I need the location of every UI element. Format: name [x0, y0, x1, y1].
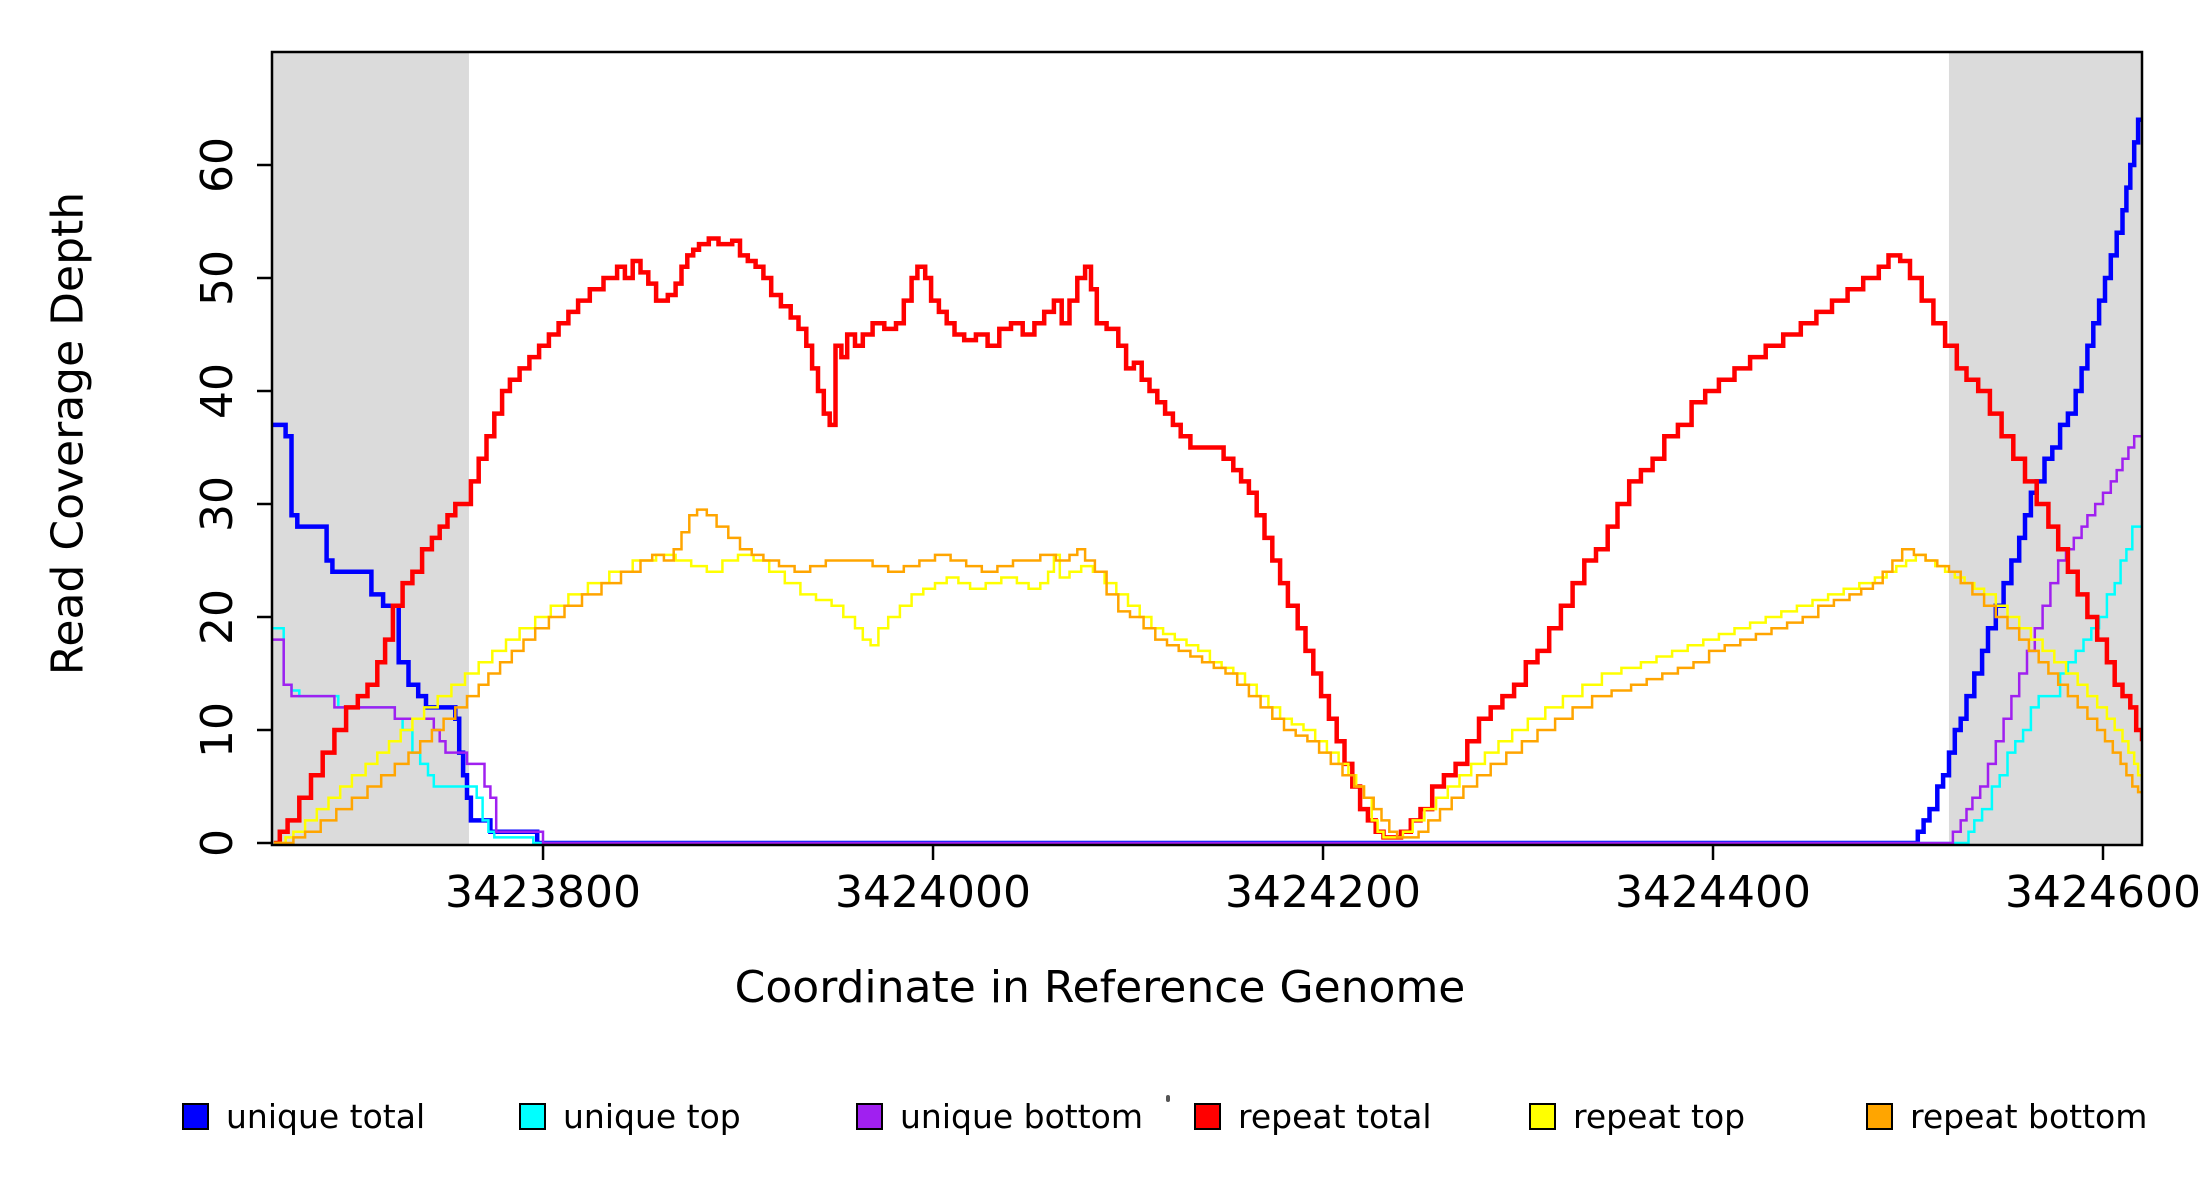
- series-repeat-top: [273, 553, 2142, 845]
- y-axis-title: Read Coverage Depth: [42, 191, 94, 676]
- legend-swatch-icon: [1194, 1102, 1221, 1130]
- legend-item-unique-top: unique top: [519, 1096, 741, 1136]
- y-axis-tick-label: 60: [192, 137, 243, 193]
- legend-label: repeat bottom: [1910, 1096, 2148, 1136]
- legend-swatch-icon: [1866, 1102, 1893, 1130]
- legend-item-repeat-bottom: repeat bottom: [1866, 1096, 2147, 1136]
- legend: unique total unique top unique bottom repea…: [0, 1096, 2200, 1140]
- legend-label: unique bottom: [900, 1096, 1144, 1136]
- x-axis-tick-label: 3424600: [2005, 867, 2200, 918]
- x-axis-title: Coordinate in Reference Genome: [734, 962, 1466, 1013]
- y-axis-tick-label: 30: [192, 476, 243, 532]
- y-axis-tick-label: 40: [192, 363, 243, 419]
- legend-swatch-icon: [182, 1102, 209, 1130]
- x-axis-tick-label: 3423800: [445, 867, 641, 918]
- left-flank-repeat-region-shade: [272, 52, 469, 845]
- y-axis-tick-label: 50: [192, 250, 243, 306]
- series-unique-total: [272, 117, 2142, 845]
- legend-label: repeat top: [1573, 1096, 1746, 1136]
- legend-label: unique total: [226, 1096, 426, 1136]
- legend-item-repeat-total: repeat total: [1194, 1096, 1432, 1136]
- y-axis-tick-label: 20: [192, 589, 243, 645]
- x-axis-tick-label: 3424200: [1225, 867, 1421, 918]
- x-axis-tick-label: 3424000: [835, 867, 1031, 918]
- legend-item-unique-bottom: unique bottom: [856, 1096, 1143, 1136]
- legend-item-unique-total: unique total: [182, 1096, 425, 1136]
- right-flank-repeat-region-shade: [1948, 52, 2142, 845]
- legend-label: repeat total: [1238, 1096, 1432, 1136]
- stray-dot-icon: [1166, 1095, 1170, 1102]
- legend-label: unique top: [563, 1096, 741, 1136]
- legend-swatch-icon: [1529, 1102, 1556, 1130]
- legend-item-repeat-top: repeat top: [1529, 1096, 1745, 1136]
- x-axis-tick-label: 3424400: [1615, 867, 1811, 918]
- series-repeat-bottom: [273, 508, 2142, 845]
- plot-frame: [270, 50, 2144, 847]
- series-unique-bottom: [272, 434, 2142, 845]
- legend-swatch-icon: [519, 1102, 546, 1130]
- y-axis-tick-label: 10: [192, 702, 243, 758]
- series-repeat-total: [273, 236, 2142, 845]
- legend-swatch-icon: [856, 1102, 883, 1130]
- series-unique-top: [272, 525, 2142, 845]
- y-axis-tick-label: 0: [192, 829, 243, 857]
